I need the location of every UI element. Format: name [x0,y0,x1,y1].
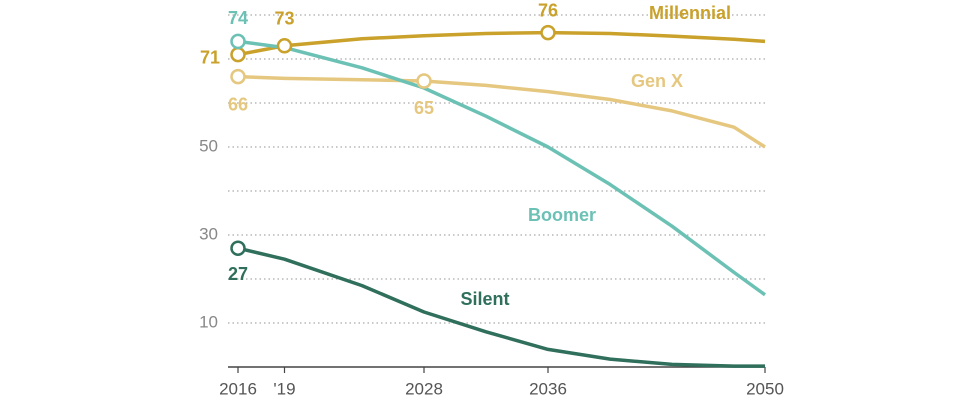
point-marker [416,73,432,89]
series-label: Gen X [631,71,683,91]
data-label: 65 [414,98,434,118]
data-label: 76 [538,0,558,20]
x-tick-label: 2036 [529,379,567,398]
series-line [237,246,765,368]
point-marker [230,240,246,256]
y-tick-label: 30 [199,224,218,243]
data-label: 71 [200,47,220,67]
data-label: 74 [228,8,248,28]
data-label: 66 [228,94,248,114]
data-label: 73 [274,9,294,29]
series-line [237,74,766,149]
point-marker [230,46,246,63]
series-label: Millennial [649,3,731,23]
series-line [237,30,766,57]
series-label: Silent [460,289,509,309]
point-marker [540,24,556,41]
y-tick-label: 10 [199,312,218,331]
point-marker [230,68,246,85]
series-label: Boomer [528,205,596,225]
series-line [237,39,767,297]
x-tick-label: 2028 [405,379,443,398]
x-tick-label: 2050 [746,379,784,398]
data-label: 27 [228,264,248,284]
point-marker [230,33,246,50]
x-tick-label: '19 [273,379,295,398]
x-tick-label: 2016 [219,379,257,398]
point-marker [276,38,293,54]
y-tick-label: 50 [199,136,218,155]
